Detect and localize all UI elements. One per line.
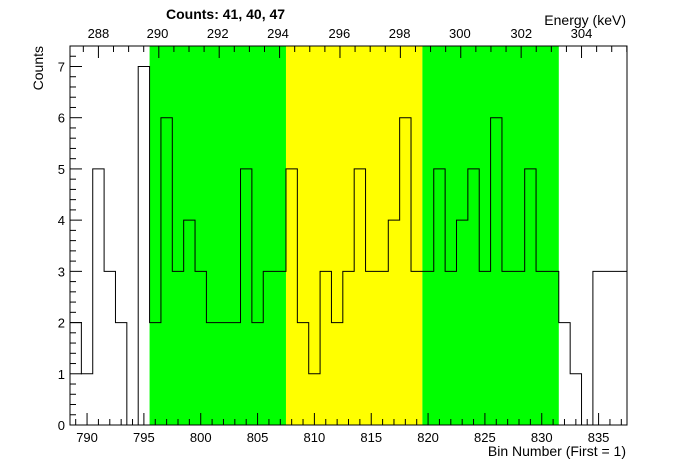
x-tick-label: 810 (304, 430, 326, 445)
histogram-series (70, 65, 627, 426)
y-axis-title: Counts (30, 46, 46, 90)
y-tick-label: 3 (58, 264, 65, 279)
energy-tick-label: 302 (510, 26, 532, 41)
x-tick-label: 825 (474, 430, 496, 445)
x-tick-label: 835 (588, 430, 610, 445)
axis-ticks (70, 45, 628, 426)
tick-labels: 790 795 800 805 810 815 820 825 830 835 0 1 2 3 4 5 6 7 28… (58, 26, 610, 445)
y-tick-label: 2 (58, 316, 65, 331)
x-tick-label: 790 (76, 430, 98, 445)
energy-tick-label: 298 (389, 26, 411, 41)
x-tick-label: 805 (247, 430, 269, 445)
energy-tick-label: 290 (147, 26, 169, 41)
x-tick-label: 795 (133, 430, 155, 445)
energy-tick-label: 288 (88, 26, 110, 41)
x-axis-title: Bin Number (First = 1) (488, 443, 626, 459)
y-tick-label: 0 (58, 418, 65, 433)
counts-header: Counts: 41, 40, 47 (166, 6, 285, 22)
energy-tick-label: 292 (207, 26, 229, 41)
y-tick-label: 1 (58, 367, 65, 382)
energy-tick-label: 300 (449, 26, 471, 41)
x-tick-label: 820 (417, 430, 439, 445)
x-tick-label: 830 (531, 430, 553, 445)
x-tick-label: 815 (360, 430, 382, 445)
energy-axis-title: Energy (keV) (544, 12, 626, 28)
histogram-line (70, 65, 627, 426)
energy-tick-label: 304 (571, 26, 593, 41)
y-tick-label: 5 (58, 162, 65, 177)
region-0 (149, 46, 286, 425)
energy-tick-label: 294 (267, 26, 289, 41)
y-tick-label: 7 (58, 59, 65, 74)
x-tick-label: 800 (190, 430, 212, 445)
energy-tick-label: 296 (329, 26, 351, 41)
y-tick-label: 6 (58, 111, 65, 126)
y-tick-label: 4 (58, 213, 65, 228)
